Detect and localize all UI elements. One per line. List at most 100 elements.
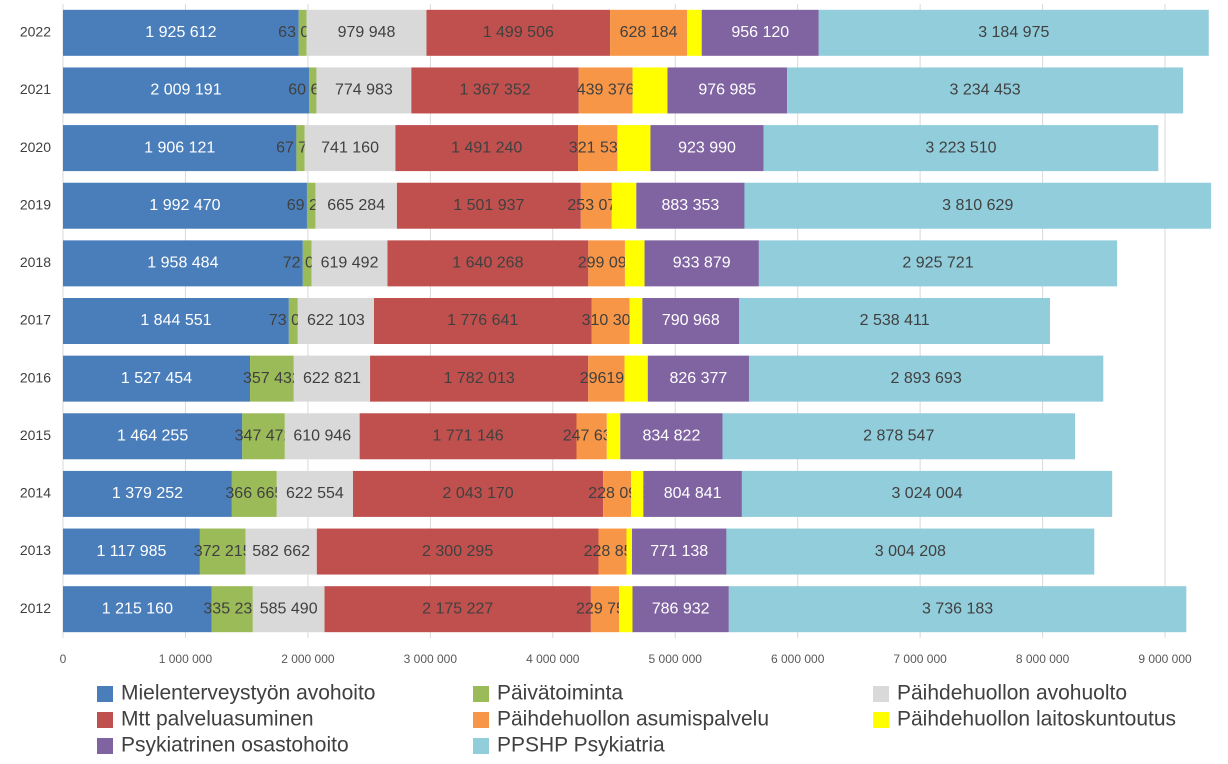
bar-segment: [758, 240, 1118, 287]
bar-segment: [359, 413, 577, 460]
data-label: 347 472: [235, 427, 293, 444]
data-label: 923 990: [678, 139, 736, 156]
bar-segment: [578, 67, 633, 114]
x-tick-label: 7 000 000: [893, 652, 947, 666]
data-label: 1 640 268: [452, 255, 523, 272]
bar-segment: [578, 125, 618, 172]
data-label: 956 120: [731, 24, 789, 41]
bar-segment: [387, 240, 589, 287]
data-label: 3 234 453: [950, 82, 1021, 99]
x-tick-label: 5 000 000: [649, 652, 703, 666]
data-label: 1 782 013: [444, 370, 515, 387]
bar-segment: [304, 125, 396, 172]
bar-segment: [748, 355, 1104, 402]
legend-swatch: [473, 712, 489, 728]
bar-segment: [63, 413, 243, 460]
data-label: 834 822: [643, 427, 701, 444]
bar-segment: [199, 528, 246, 575]
bar-segment: [588, 240, 625, 287]
data-label: 933 879: [673, 255, 731, 272]
data-label: 310 309: [582, 312, 640, 329]
data-label: 2 043 170: [443, 485, 514, 502]
legend-swatch: [473, 686, 489, 702]
data-label: 585 490: [260, 600, 318, 617]
bar-segment: [763, 125, 1159, 172]
data-label: 622 821: [303, 370, 361, 387]
bar-segment: [650, 125, 764, 172]
data-label: 1 925 612: [145, 24, 216, 41]
bar-segment: [242, 413, 285, 460]
bar-segment: [744, 182, 1212, 229]
bar-segment: [722, 413, 1076, 460]
legend-label: Mielenterveystyön avohoito: [121, 682, 375, 705]
data-label: 976 985: [698, 82, 756, 99]
x-tick-label: 0: [60, 652, 67, 666]
bar-segment: [395, 125, 579, 172]
data-label: 1 464 255: [117, 427, 188, 444]
y-tick-label: 2019: [20, 196, 51, 212]
data-label: 2 893 693: [891, 370, 962, 387]
data-label: 372 215: [194, 543, 252, 560]
bar-segment: [580, 182, 612, 229]
bar-segment: [588, 355, 625, 402]
bar-segment: [63, 9, 299, 56]
bar-segment: [619, 586, 633, 633]
x-tick-label: 3 000 000: [404, 652, 458, 666]
data-label: 790 968: [662, 312, 720, 329]
data-label: 1 379 252: [112, 485, 183, 502]
data-label: 628 184: [620, 24, 678, 41]
bar-segment: [643, 470, 742, 517]
y-tick-label: 2015: [20, 427, 51, 443]
bar-segment: [63, 67, 310, 114]
bar-segment: [591, 298, 630, 344]
data-label: 357 432: [243, 370, 301, 387]
y-tick-label: 2014: [20, 485, 51, 501]
bar-segment: [63, 355, 251, 402]
data-label: 439 376: [577, 82, 635, 99]
legend-swatch: [873, 712, 889, 728]
bar-segment: [63, 298, 289, 344]
data-label: 2 009 191: [150, 82, 221, 99]
data-label: 3 810 629: [942, 197, 1013, 214]
data-label: 3 024 004: [891, 485, 962, 502]
data-label: 1 499 506: [483, 24, 554, 41]
bar-segment: [647, 355, 749, 402]
x-tick-label: 9 000 000: [1138, 652, 1192, 666]
bar-segment: [315, 182, 397, 229]
data-label: 1 491 240: [451, 139, 522, 156]
bar-segment: [396, 182, 581, 229]
y-tick-label: 2021: [20, 81, 51, 97]
data-label: 247 637: [563, 427, 621, 444]
bar-segment: [63, 125, 297, 172]
legend-swatch: [97, 712, 113, 728]
legend-swatch: [97, 686, 113, 702]
data-label: 1 906 121: [144, 139, 215, 156]
bar-segment: [316, 528, 599, 575]
data-label: 774 983: [335, 82, 393, 99]
bar-segment: [63, 528, 200, 575]
data-label: 622 103: [307, 312, 365, 329]
bar-segment: [252, 586, 325, 633]
data-label: 1 776 641: [447, 312, 518, 329]
bar-segment: [603, 470, 632, 517]
bar-segment: [309, 67, 317, 114]
bar-segment: [302, 240, 312, 287]
data-label: 1 215 160: [102, 600, 173, 617]
data-label: 1 527 454: [121, 370, 192, 387]
bar-segment: [739, 298, 1051, 344]
data-label: 883 353: [661, 197, 719, 214]
data-label: 3 004 208: [875, 543, 946, 560]
data-label: 1 367 352: [459, 82, 530, 99]
bar-segment: [629, 298, 643, 344]
bar-segment: [611, 182, 637, 229]
bar-segment: [667, 67, 788, 114]
bar-segment: [411, 67, 579, 114]
bar-segment: [63, 586, 212, 633]
y-tick-label: 2013: [20, 542, 51, 558]
data-label: 321 534: [569, 139, 627, 156]
bar-segment: [297, 298, 374, 344]
y-tick-label: 2018: [20, 254, 51, 270]
data-label: 786 932: [652, 600, 710, 617]
y-tick-label: 2016: [20, 369, 51, 385]
